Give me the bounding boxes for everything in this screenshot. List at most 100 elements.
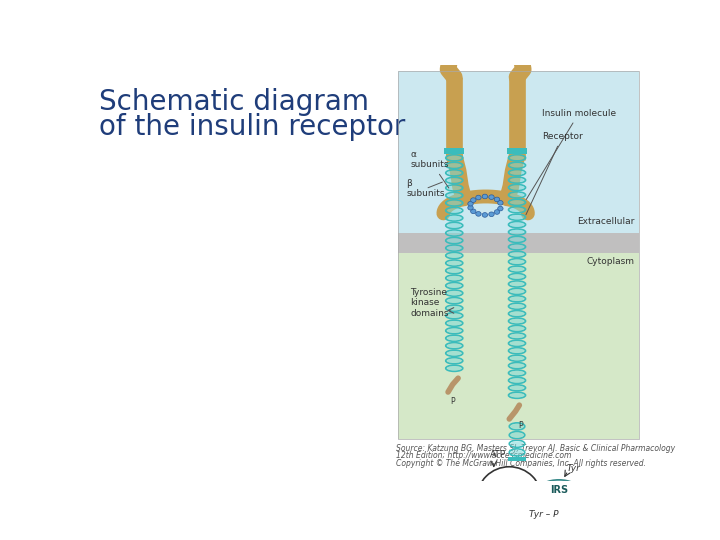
Ellipse shape <box>510 282 524 286</box>
Ellipse shape <box>447 193 462 198</box>
Ellipse shape <box>498 200 503 205</box>
Ellipse shape <box>447 366 462 370</box>
Ellipse shape <box>447 231 462 235</box>
Text: 12th Edition; http://www.accessmedicine.com: 12th Edition; http://www.accessmedicine.… <box>396 451 572 460</box>
Ellipse shape <box>447 163 462 167</box>
Text: Extracellular: Extracellular <box>577 218 635 226</box>
Ellipse shape <box>447 178 462 183</box>
Ellipse shape <box>510 260 524 264</box>
Ellipse shape <box>494 210 500 214</box>
Ellipse shape <box>447 253 462 258</box>
Ellipse shape <box>447 343 462 348</box>
Ellipse shape <box>447 208 462 213</box>
Ellipse shape <box>476 195 481 200</box>
Bar <box>398 71 639 439</box>
Text: Tyr: Tyr <box>567 464 580 473</box>
Ellipse shape <box>447 246 462 250</box>
Ellipse shape <box>447 261 462 265</box>
Ellipse shape <box>510 424 523 429</box>
Ellipse shape <box>510 156 524 160</box>
Ellipse shape <box>447 268 462 273</box>
Ellipse shape <box>510 379 524 382</box>
Text: Source: Katzung BG, Masters SJ, Trevor AJ. Basic & Clinical Pharmacology: Source: Katzung BG, Masters SJ, Trevor A… <box>396 444 675 453</box>
Ellipse shape <box>510 274 524 279</box>
Ellipse shape <box>447 291 462 295</box>
Ellipse shape <box>510 296 524 301</box>
Text: ATP: ATP <box>490 450 505 459</box>
Text: of the insulin receptor: of the insulin receptor <box>99 112 405 140</box>
Bar <box>444 148 464 154</box>
Ellipse shape <box>447 351 462 355</box>
Ellipse shape <box>510 386 524 390</box>
Ellipse shape <box>447 299 462 303</box>
Ellipse shape <box>510 441 523 446</box>
Ellipse shape <box>510 304 524 308</box>
Ellipse shape <box>489 195 494 199</box>
Ellipse shape <box>510 193 524 197</box>
Ellipse shape <box>510 349 524 353</box>
Text: Insulin molecule: Insulin molecule <box>526 109 616 199</box>
Ellipse shape <box>447 328 462 333</box>
Ellipse shape <box>447 336 462 340</box>
Text: Receptor: Receptor <box>526 132 582 215</box>
Ellipse shape <box>510 433 523 437</box>
Ellipse shape <box>510 356 524 360</box>
Ellipse shape <box>471 198 476 202</box>
Ellipse shape <box>447 284 462 288</box>
Bar <box>398 253 639 439</box>
Ellipse shape <box>510 215 524 219</box>
Ellipse shape <box>447 156 462 160</box>
Text: β
subunits: β subunits <box>406 179 445 199</box>
Text: α
subunits: α subunits <box>410 150 449 188</box>
Ellipse shape <box>471 209 476 214</box>
Ellipse shape <box>447 306 462 310</box>
Text: Copyright © The McGraw Hill Companies, Inc. All rights reserved.: Copyright © The McGraw Hill Companies, I… <box>396 459 646 468</box>
Ellipse shape <box>498 206 503 211</box>
Bar <box>398 233 639 253</box>
Bar <box>398 71 639 233</box>
Ellipse shape <box>476 212 481 216</box>
Ellipse shape <box>510 171 524 175</box>
Ellipse shape <box>510 334 524 338</box>
Ellipse shape <box>482 213 487 217</box>
Ellipse shape <box>447 216 462 220</box>
Text: Cytoplasm: Cytoplasm <box>587 258 635 266</box>
Ellipse shape <box>447 201 462 205</box>
Ellipse shape <box>510 267 524 271</box>
Ellipse shape <box>510 326 524 330</box>
Ellipse shape <box>510 393 524 397</box>
Ellipse shape <box>447 186 462 190</box>
Ellipse shape <box>510 319 524 323</box>
Ellipse shape <box>510 371 524 375</box>
Ellipse shape <box>510 252 524 256</box>
Ellipse shape <box>447 171 462 175</box>
Ellipse shape <box>510 200 524 205</box>
Ellipse shape <box>447 238 462 242</box>
Ellipse shape <box>510 185 524 190</box>
Ellipse shape <box>468 201 473 206</box>
Text: Tyr – P: Tyr – P <box>528 510 558 519</box>
Text: P: P <box>451 397 455 407</box>
Ellipse shape <box>447 321 462 326</box>
Text: Tyrosine
kinase
domains: Tyrosine kinase domains <box>410 288 449 318</box>
Ellipse shape <box>510 237 524 241</box>
Ellipse shape <box>539 480 579 500</box>
Ellipse shape <box>468 205 473 210</box>
Ellipse shape <box>510 222 524 227</box>
Ellipse shape <box>510 207 524 212</box>
Bar <box>507 148 527 154</box>
Ellipse shape <box>447 314 462 318</box>
Ellipse shape <box>510 289 524 294</box>
Ellipse shape <box>510 341 524 346</box>
Ellipse shape <box>447 224 462 228</box>
Ellipse shape <box>482 194 487 199</box>
Ellipse shape <box>510 178 524 182</box>
Ellipse shape <box>510 163 524 167</box>
Ellipse shape <box>510 245 524 249</box>
Ellipse shape <box>510 363 524 368</box>
Text: IRS: IRS <box>550 485 568 495</box>
Ellipse shape <box>510 230 524 234</box>
Bar <box>508 457 526 461</box>
Text: P: P <box>518 421 523 429</box>
Ellipse shape <box>447 359 462 363</box>
